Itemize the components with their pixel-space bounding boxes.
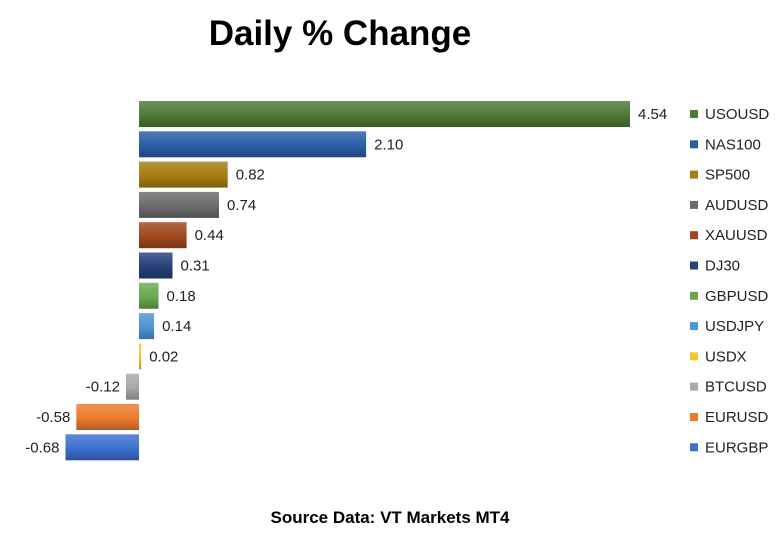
value-label-eurgbp: -0.68 bbox=[25, 439, 59, 456]
value-label-eurusd: -0.58 bbox=[36, 409, 70, 426]
legend-label-eurusd: EURUSD bbox=[705, 409, 769, 426]
legend-label-gbpusd: GBPUSD bbox=[705, 288, 769, 305]
legend-swatch-nas100 bbox=[690, 140, 698, 149]
value-label-audusd: 0.74 bbox=[227, 197, 256, 214]
legend-label-audusd: AUDUSD bbox=[705, 197, 769, 214]
bar-eurgbp bbox=[65, 434, 139, 461]
bar-btcusd bbox=[126, 373, 139, 400]
legend: USOUSD NAS100 SP500 AUDUSD XAUUSD DJ30 GBPUSD U… bbox=[690, 106, 769, 456]
bar-usousd bbox=[139, 101, 630, 127]
value-label-dj30: 0.31 bbox=[181, 258, 210, 275]
legend-swatch-usdjpy bbox=[690, 322, 698, 331]
value-label-sp500: 0.82 bbox=[236, 167, 265, 184]
legend-swatch-btcusd bbox=[690, 382, 698, 391]
value-labels-layer: 4.54 2.10 0.82 0.740.44 0.31 0.18 0.14 0.02 -0.1… bbox=[25, 106, 667, 456]
legend-swatch-dj30 bbox=[690, 261, 698, 270]
legend-swatch-usdx bbox=[690, 352, 698, 361]
legend-label-btcusd: BTCUSD bbox=[705, 379, 767, 396]
legend-swatch-gbpusd bbox=[690, 291, 698, 300]
bars-layer bbox=[65, 101, 630, 461]
legend-swatch-usousd bbox=[690, 110, 698, 118]
bar-dj30 bbox=[139, 252, 173, 279]
legend-label-xauusd: XAUUSD bbox=[705, 227, 768, 244]
legend-label-usousd: USOUSD bbox=[705, 106, 769, 123]
bar-gbpusd bbox=[139, 282, 159, 309]
bar-usdx bbox=[139, 343, 142, 370]
value-label-xauusd: 0.44 bbox=[195, 227, 224, 244]
value-label-gbpusd: 0.18 bbox=[167, 288, 196, 305]
legend-swatch-eurusd bbox=[690, 413, 698, 421]
bar-audusd bbox=[139, 191, 219, 218]
legend-label-usdx: USDX bbox=[705, 348, 747, 365]
value-label-usousd: 4.54 bbox=[638, 106, 667, 123]
value-label-usdjpy: 0.14 bbox=[162, 318, 191, 335]
bar-nas100 bbox=[139, 131, 367, 158]
legend-label-dj30: DJ30 bbox=[705, 258, 740, 275]
value-label-btcusd: -0.12 bbox=[86, 379, 120, 396]
bar-chart: 4.54 2.10 0.82 0.740.44 0.31 0.18 0.14 0.02 -0.1… bbox=[25, 101, 769, 461]
legend-swatch-sp500 bbox=[690, 170, 698, 179]
legend-label-sp500: SP500 bbox=[705, 167, 750, 184]
legend-label-eurgbp: EURGBP bbox=[705, 439, 768, 456]
bar-sp500 bbox=[139, 161, 228, 188]
legend-label-usdjpy: USDJPY bbox=[705, 318, 764, 335]
value-label-nas100: 2.10 bbox=[374, 136, 403, 153]
bar-eurusd bbox=[76, 404, 139, 430]
legend-label-nas100: NAS100 bbox=[705, 136, 761, 153]
chart-title: Daily % Change bbox=[208, 14, 472, 53]
bar-usdjpy bbox=[139, 313, 155, 340]
value-label-usdx: 0.02 bbox=[149, 348, 178, 365]
legend-swatch-xauusd bbox=[690, 231, 698, 240]
bar-xauusd bbox=[139, 222, 187, 249]
source-note: Source Data: VT Markets MT4 bbox=[270, 508, 510, 527]
legend-swatch-eurgbp bbox=[690, 443, 698, 452]
legend-swatch-audusd bbox=[690, 200, 698, 209]
